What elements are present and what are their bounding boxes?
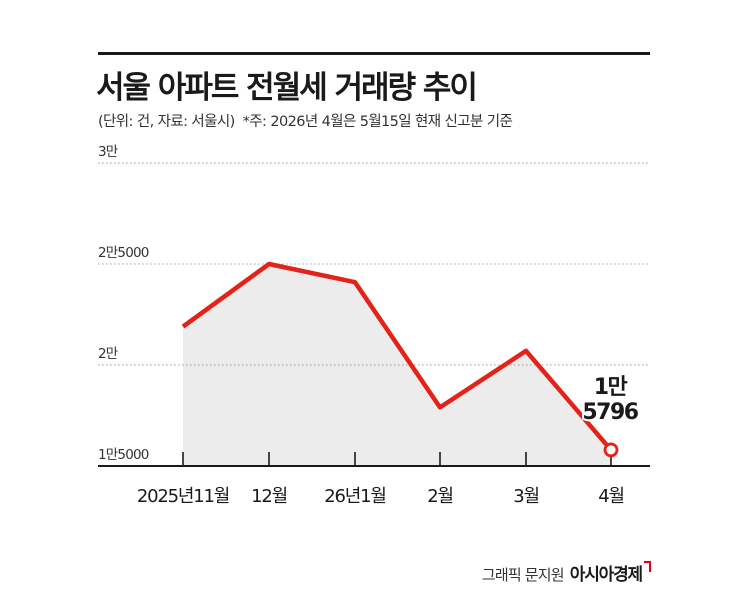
brand-logo: 아시아경제: [570, 560, 651, 585]
x-tick-label: 4월: [598, 486, 624, 507]
series-area: [183, 264, 611, 466]
chart-subtitle: (단위: 건, 자료: 서울시) *주: 2026년 4월은 5월15일 현재 신…: [98, 110, 513, 131]
series-line: [181, 261, 613, 452]
chart-title: 서울 아파트 전월세 거래량 추이: [96, 70, 478, 106]
credit-line: 그래픽 문지원 아시아경제: [482, 560, 651, 585]
y-tick-label: 1만5000: [98, 447, 149, 463]
y-tick-label: 3만: [98, 144, 118, 160]
data-label: 1만: [594, 375, 628, 400]
y-tick-label: 2만: [98, 346, 118, 362]
data-label: 5796: [582, 400, 638, 425]
x-tick-label: 12월: [251, 486, 287, 507]
brand-mark-icon: [644, 561, 651, 572]
x-tick-label: 3월: [513, 486, 539, 507]
top-rule: [98, 52, 650, 55]
x-tick-label: 26년1월: [324, 486, 385, 507]
graphic-credit: 그래픽 문지원: [481, 566, 565, 584]
data-point-marker: [603, 442, 619, 458]
x-tick-label: 2025년11월: [137, 486, 229, 507]
x-tick-label: 2월: [427, 486, 453, 507]
footnote-label: *주: 2026년 4월은 5월15일 현재 신고분 기준: [242, 114, 513, 130]
brand-name: 아시아경제: [569, 565, 643, 585]
y-tick-label: 2만5000: [98, 245, 149, 261]
unit-source-label: (단위: 건, 자료: 서울시): [98, 114, 235, 130]
